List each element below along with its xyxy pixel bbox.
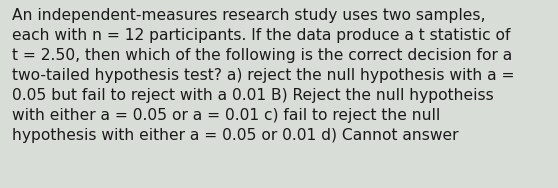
Text: An independent-measures research study uses two samples,
each with n = 12 partic: An independent-measures research study u… [12,8,515,143]
